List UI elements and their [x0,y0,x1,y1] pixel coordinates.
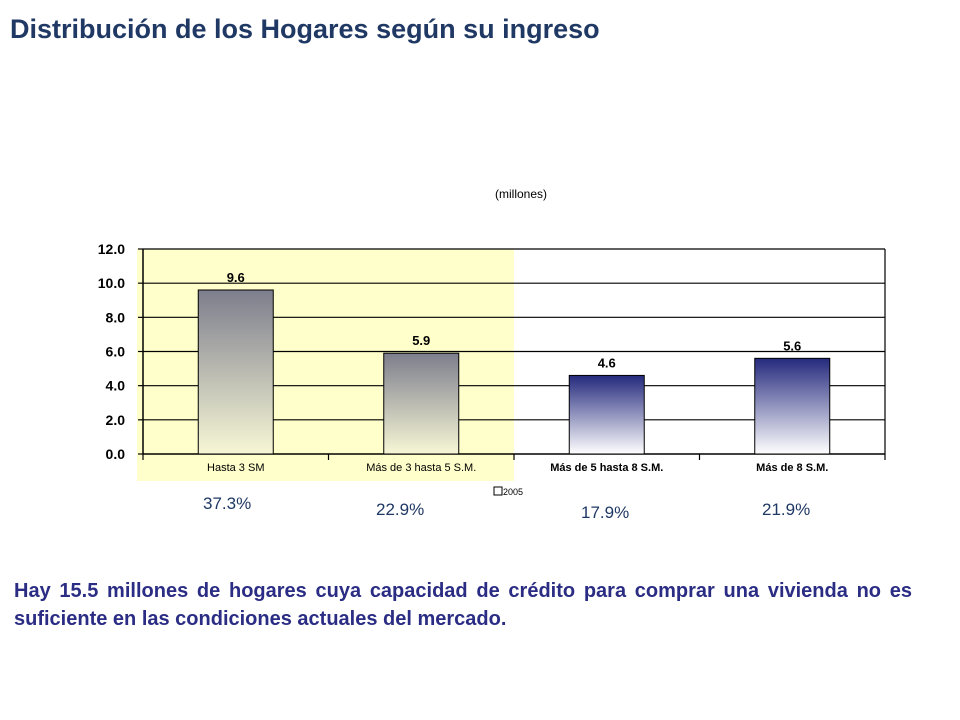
bar-chart: 0.0 2.0 4.0 6.0 8.0 10.0 12.0 9.6 Hasta 3 SM 5.9 M… [98,241,886,497]
x-category-label: Más de 3 hasta 5 S.M. [366,462,476,474]
data-label: 5.9 [412,333,430,348]
x-category-label: Más de 8 S.M. [756,462,828,474]
share-label-5-a-8: 17.9% [581,503,630,522]
bar [568,374,645,455]
y-tick-label: 10.0 [98,275,125,291]
y-tick-label: 8.0 [106,309,126,325]
unit-label: (millones) [495,187,548,201]
data-label: 9.6 [227,270,245,285]
x-category-label: Más de 5 hasta 8 S.M. [550,462,663,474]
share-label-3-a-5: 22.9% [376,500,425,519]
y-tick-label: 6.0 [106,344,126,360]
y-tick-label: 0.0 [106,446,126,462]
x-category-label: Hasta 3 SM [207,462,264,474]
bar [197,289,274,455]
data-label: 4.6 [598,355,616,370]
bar [754,357,831,455]
y-tick-label: 4.0 [106,378,126,394]
bar [383,352,460,455]
legend-swatch [493,486,503,496]
data-label: 5.6 [783,338,801,353]
y-tick-label: 2.0 [106,412,126,428]
page-title: Distribución de los Hogares según su ing… [10,14,600,44]
y-tick-label: 12.0 [98,241,125,257]
share-label-mas-8: 21.9% [762,500,811,519]
share-label-hasta-3: 37.3% [203,494,252,513]
summary-note: Hay 15.5 millones de hogares cuya capaci… [14,580,912,630]
legend-label: 2005 [503,487,523,497]
